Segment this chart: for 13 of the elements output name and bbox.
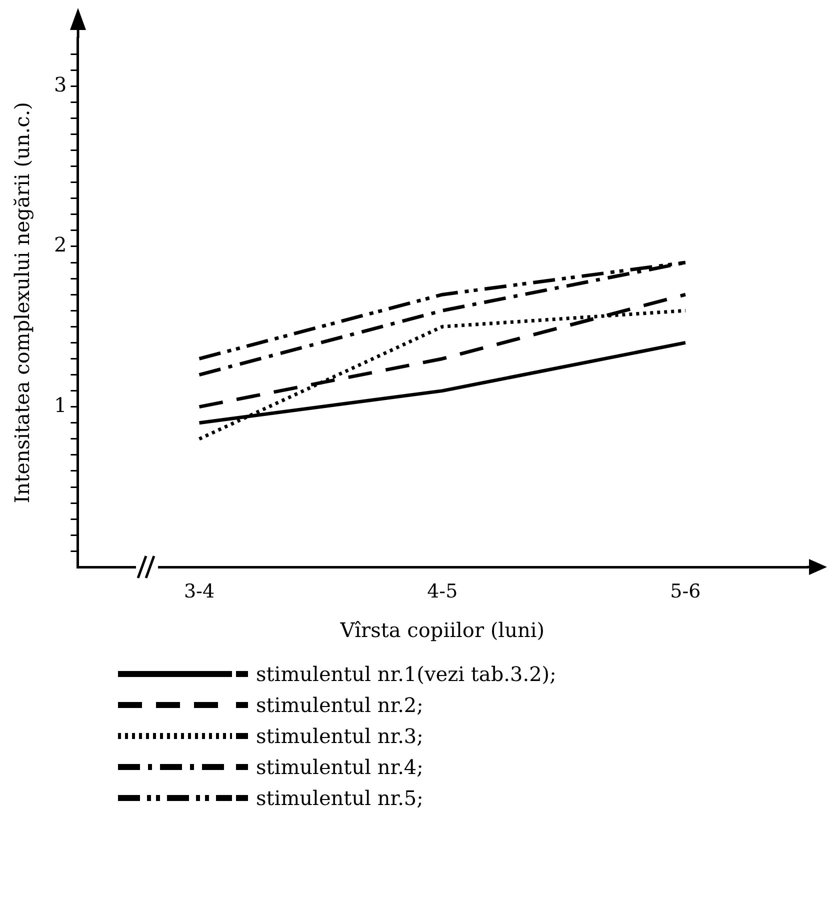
y-axis-title: Intensitatea complexului negării (un.c.) [10, 102, 34, 504]
x-axis-title: Vîrsta copiilor (luni) [339, 618, 545, 642]
legend-label: stimulentul nr.3; [256, 724, 424, 748]
y-tick-label: 2 [54, 232, 67, 257]
legend-label: stimulentul nr.2; [256, 692, 424, 716]
legend-label: stimulentul nr.1(vezi tab.3.2); [256, 662, 556, 686]
x-tick-label: 3-4 [184, 580, 215, 603]
x-tick-label: 4-5 [427, 580, 458, 603]
y-tick-label: 3 [54, 72, 67, 96]
y-tick-label: 1 [54, 393, 67, 418]
legend-label: stimulentul nr.5; [256, 786, 424, 810]
legend-label: stimulentul nr.4; [256, 754, 424, 778]
x-tick-label: 5-6 [670, 580, 701, 603]
